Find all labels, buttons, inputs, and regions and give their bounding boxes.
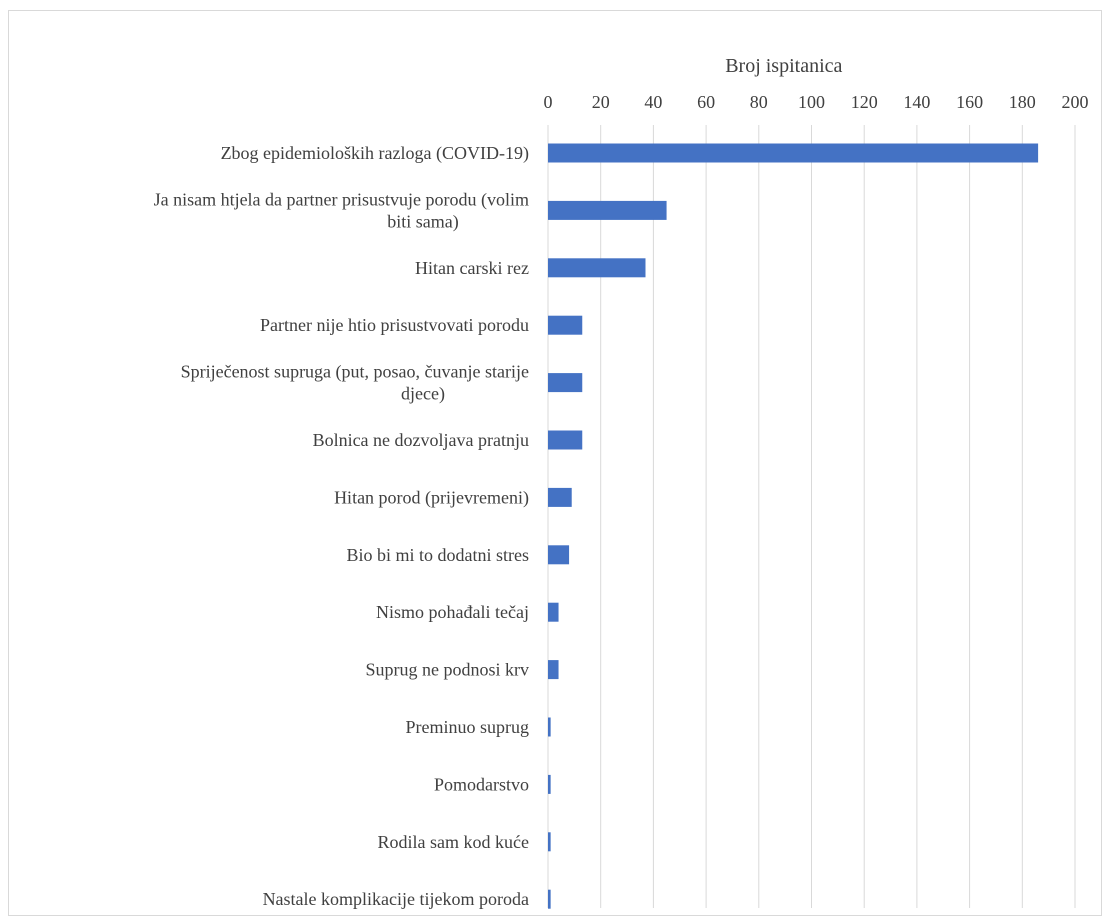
x-tick-label-9: 180 — [1009, 92, 1036, 112]
category-label-8-line-0: Nismo pohađali tečaj — [376, 602, 529, 622]
category-label-0-line-0: Zbog epidemioloških razloga (COVID-19) — [221, 143, 529, 164]
x-tick-label-7: 140 — [903, 92, 930, 112]
bar-0 — [548, 143, 1039, 163]
bar-10 — [548, 717, 551, 737]
category-label-4-line-0: Spriječenost supruga (put, posao, čuvanj… — [181, 362, 529, 383]
bar-13 — [548, 889, 551, 909]
x-tick-label-8: 160 — [956, 92, 983, 112]
category-label-3: Partner nije htio prisustvovati porodu — [260, 315, 529, 335]
category-label-7: Bio bi mi to dodatni stres — [347, 545, 530, 565]
category-label-9: Suprug ne podnosi krv — [366, 660, 530, 680]
category-label-0: Zbog epidemioloških razloga (COVID-19) — [221, 143, 529, 164]
bar-11 — [548, 774, 551, 794]
x-tick-label-0: 0 — [544, 92, 553, 112]
category-label-5: Bolnica ne dozvoljava pratnju — [313, 430, 529, 450]
category-label-3-line-0: Partner nije htio prisustvovati porodu — [260, 315, 529, 335]
x-tick-label-6: 120 — [851, 92, 878, 112]
category-label-4: Spriječenost supruga (put, posao, čuvanj… — [181, 362, 529, 405]
category-label-1-line-0: Ja nisam htjela da partner prisustvuje p… — [154, 189, 529, 210]
category-label-7-line-0: Bio bi mi to dodatni stres — [347, 545, 530, 565]
category-label-2: Hitan carski rez — [415, 258, 529, 278]
x-axis-title: Broj ispitanica — [725, 55, 842, 77]
category-label-11-line-0: Pomodarstvo — [434, 774, 529, 794]
category-label-2-line-0: Hitan carski rez — [415, 258, 529, 278]
category-label-12-line-0: Rodila sam kod kuće — [378, 832, 529, 852]
x-tick-label-3: 60 — [697, 92, 715, 112]
bar-5 — [548, 430, 583, 450]
category-label-10-line-0: Preminuo suprug — [406, 717, 530, 737]
category-label-11: Pomodarstvo — [434, 774, 529, 794]
category-label-13: Nastale komplikacije tijekom poroda — [263, 889, 529, 909]
x-tick-label-2: 40 — [644, 92, 662, 112]
bar-1 — [548, 200, 667, 220]
x-tick-label-4: 80 — [750, 92, 768, 112]
bar-2 — [548, 258, 646, 278]
category-label-1: Ja nisam htjela da partner prisustvuje p… — [154, 189, 529, 232]
bar-12 — [548, 832, 551, 852]
bar-4 — [548, 373, 583, 393]
category-label-10: Preminuo suprug — [406, 717, 530, 737]
category-label-6: Hitan porod (prijevremeni) — [334, 487, 529, 508]
category-label-9-line-0: Suprug ne podnosi krv — [366, 660, 530, 680]
category-label-1-line-1: biti sama) — [387, 211, 458, 232]
bar-8 — [548, 602, 559, 622]
category-label-5-line-0: Bolnica ne dozvoljava pratnju — [313, 430, 529, 450]
x-tick-label-5: 100 — [798, 92, 825, 112]
bar-6 — [548, 487, 572, 507]
category-label-12: Rodila sam kod kuće — [378, 832, 529, 852]
bar-9 — [548, 660, 559, 680]
bar-7 — [548, 545, 570, 565]
x-tick-label-1: 20 — [592, 92, 610, 112]
bar-3 — [548, 315, 583, 335]
category-label-13-line-0: Nastale komplikacije tijekom poroda — [263, 889, 529, 909]
category-label-6-line-0: Hitan porod (prijevremeni) — [334, 487, 529, 508]
x-tick-label-10: 200 — [1062, 92, 1089, 112]
category-label-4-line-1: djece) — [401, 384, 445, 405]
category-label-8: Nismo pohađali tečaj — [376, 602, 529, 622]
